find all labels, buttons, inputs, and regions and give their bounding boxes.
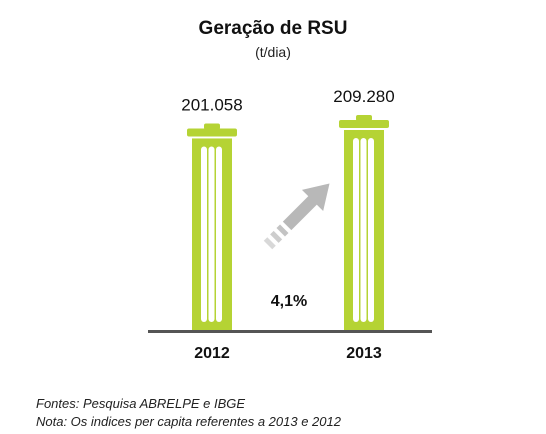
chart-subtitle: (t/dia) <box>255 44 291 60</box>
footnote: Nota: Os indices per capita referentes a… <box>36 414 341 429</box>
source-note: Fontes: Pesquisa ABRELPE e IBGE <box>36 396 246 411</box>
growth-arrow-icon <box>263 183 330 250</box>
growth-label: 4,1% <box>271 293 307 310</box>
tick-label-2013: 2013 <box>346 345 382 362</box>
value-label-2013: 209.280 <box>333 87 394 106</box>
chart-title: Geração de RSU <box>198 18 348 39</box>
value-label-2012: 201.058 <box>181 95 242 114</box>
bar-2012 <box>187 123 237 330</box>
bar-2013 <box>339 115 389 330</box>
tick-label-2012: 2012 <box>194 345 230 362</box>
